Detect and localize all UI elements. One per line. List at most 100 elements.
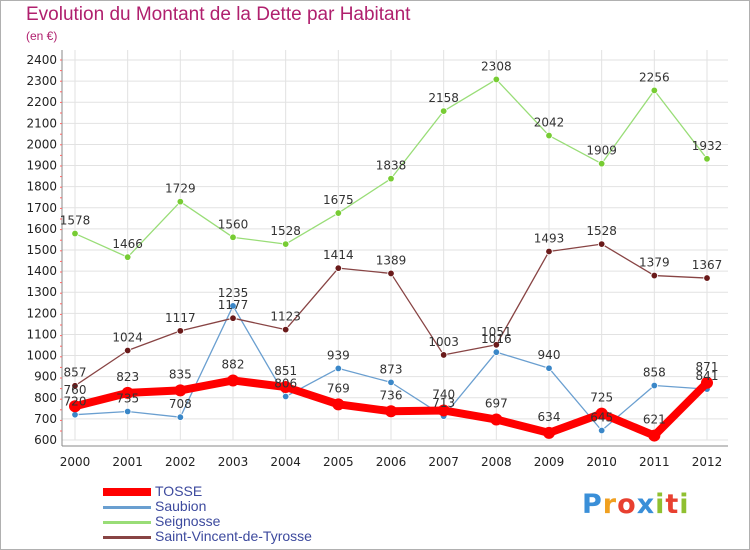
data-point-tosse xyxy=(332,398,345,411)
data-label-saint-vincent-de-tyrosse: 1367 xyxy=(692,258,723,272)
y-tick-label: 1500 xyxy=(26,243,57,257)
data-label-saint-vincent-de-tyrosse: 1003 xyxy=(428,335,459,349)
data-label-tosse: 725 xyxy=(590,391,613,405)
data-point-saubion xyxy=(492,348,501,356)
y-tick-label: 2100 xyxy=(26,116,57,130)
data-label-saubion: 1016 xyxy=(481,332,512,346)
x-tick-label: 2002 xyxy=(165,455,196,469)
data-label-saubion: 841 xyxy=(696,369,719,383)
data-label-tosse: 634 xyxy=(538,410,561,424)
chart-title: Evolution du Montant de la Dette par Hab… xyxy=(26,4,411,25)
data-label-saubion: 806 xyxy=(274,377,297,391)
data-label-saint-vincent-de-tyrosse: 1414 xyxy=(323,248,354,262)
legend-swatch-seignosse xyxy=(103,521,151,524)
data-point-saint-vincent-de-tyrosse xyxy=(281,325,290,334)
data-point-seignosse xyxy=(71,229,79,238)
y-tick-label: 900 xyxy=(34,370,57,384)
data-label-saubion: 713 xyxy=(432,396,455,410)
data-point-seignosse xyxy=(439,107,448,115)
data-label-saint-vincent-de-tyrosse: 1177 xyxy=(218,298,249,312)
y-tick-label: 1900 xyxy=(26,159,57,173)
data-point-saubion xyxy=(387,378,395,387)
logo-letter: t xyxy=(665,489,680,520)
x-tick-label: 2008 xyxy=(481,455,512,469)
data-point-saint-vincent-de-tyrosse xyxy=(387,269,395,278)
data-point-saubion xyxy=(71,410,79,419)
data-point-saint-vincent-de-tyrosse xyxy=(492,341,501,349)
data-point-tosse xyxy=(69,400,81,413)
logo-letter: x xyxy=(636,489,656,520)
data-point-saubion xyxy=(281,392,290,401)
data-point-seignosse xyxy=(545,131,553,140)
data-point-saubion xyxy=(229,302,237,310)
data-point-saint-vincent-de-tyrosse xyxy=(71,382,79,390)
data-point-saubion xyxy=(597,426,606,435)
y-tick-label: 2000 xyxy=(26,137,57,151)
logo-letter: r xyxy=(602,489,618,520)
data-point-seignosse xyxy=(334,209,343,217)
data-label-saint-vincent-de-tyrosse: 1379 xyxy=(639,256,670,270)
y-tick-label: 1700 xyxy=(26,201,57,215)
data-point-tosse xyxy=(543,426,555,439)
legend-swatch-tosse xyxy=(103,488,151,496)
data-label-saint-vincent-de-tyrosse: 1493 xyxy=(534,231,565,245)
data-label-saubion: 1235 xyxy=(218,286,249,300)
x-tick-label: 2001 xyxy=(112,455,143,469)
data-label-tosse: 621 xyxy=(643,413,666,427)
data-label-seignosse: 2158 xyxy=(428,91,459,105)
data-point-seignosse xyxy=(229,233,237,242)
data-point-tosse xyxy=(385,405,397,418)
data-label-saint-vincent-de-tyrosse: 1117 xyxy=(165,311,196,325)
data-point-saubion xyxy=(123,407,132,416)
x-tick-label: 2010 xyxy=(586,455,617,469)
logo-letter: i xyxy=(655,489,666,520)
x-tick-label: 2004 xyxy=(270,455,301,469)
data-point-seignosse xyxy=(387,174,395,183)
data-point-tosse xyxy=(701,376,713,389)
data-point-saubion xyxy=(650,381,659,390)
data-label-seignosse: 1675 xyxy=(323,193,354,207)
data-label-saubion: 858 xyxy=(643,366,666,380)
legend-swatch-saint-vincent-de-tyrosse xyxy=(103,536,151,539)
logo-letter: i xyxy=(679,489,690,520)
x-tick-label: 2011 xyxy=(639,455,670,469)
data-label-seignosse: 1932 xyxy=(692,139,723,153)
data-label-saint-vincent-de-tyrosse: 857 xyxy=(64,366,87,380)
data-point-saint-vincent-de-tyrosse xyxy=(176,327,185,335)
data-label-saubion: 645 xyxy=(590,411,613,425)
proxiti-logo: Proxiti xyxy=(582,489,690,520)
data-label-seignosse: 1578 xyxy=(60,214,91,228)
data-point-saubion xyxy=(545,364,553,372)
data-label-seignosse: 1838 xyxy=(376,159,407,173)
legend-swatch-saubion xyxy=(103,506,151,509)
data-point-saint-vincent-de-tyrosse xyxy=(650,271,659,280)
data-point-seignosse xyxy=(123,253,132,261)
data-point-tosse xyxy=(227,374,239,387)
legend-label-tosse: TOSSE xyxy=(155,483,203,499)
x-tick-label: 2007 xyxy=(428,455,459,469)
legend-label-seignosse: Seignosse xyxy=(155,513,221,529)
plot-area xyxy=(62,50,730,440)
data-point-tosse xyxy=(121,386,134,399)
data-label-tosse: 882 xyxy=(222,357,245,371)
y-tick-label: 1200 xyxy=(26,306,57,320)
data-label-saubion: 873 xyxy=(380,362,403,376)
data-label-saint-vincent-de-tyrosse: 1024 xyxy=(112,330,143,344)
data-point-tosse xyxy=(490,413,503,426)
data-label-saint-vincent-de-tyrosse: 1528 xyxy=(586,224,617,238)
data-point-saint-vincent-de-tyrosse xyxy=(334,264,343,272)
logo-letter: o xyxy=(617,489,637,520)
data-label-saint-vincent-de-tyrosse: 1051 xyxy=(481,325,512,339)
data-label-tosse: 736 xyxy=(380,388,403,402)
data-label-saubion: 720 xyxy=(64,395,87,409)
data-label-saubion: 708 xyxy=(169,397,192,411)
data-point-tosse xyxy=(174,384,187,397)
data-label-tosse: 697 xyxy=(485,397,508,411)
data-point-saint-vincent-de-tyrosse xyxy=(545,247,553,256)
data-point-seignosse xyxy=(492,75,501,84)
x-tick-label: 2000 xyxy=(60,455,91,469)
data-label-tosse: 740 xyxy=(432,387,455,401)
data-label-saubion: 735 xyxy=(116,392,139,406)
y-tick-label: 1400 xyxy=(26,264,57,278)
